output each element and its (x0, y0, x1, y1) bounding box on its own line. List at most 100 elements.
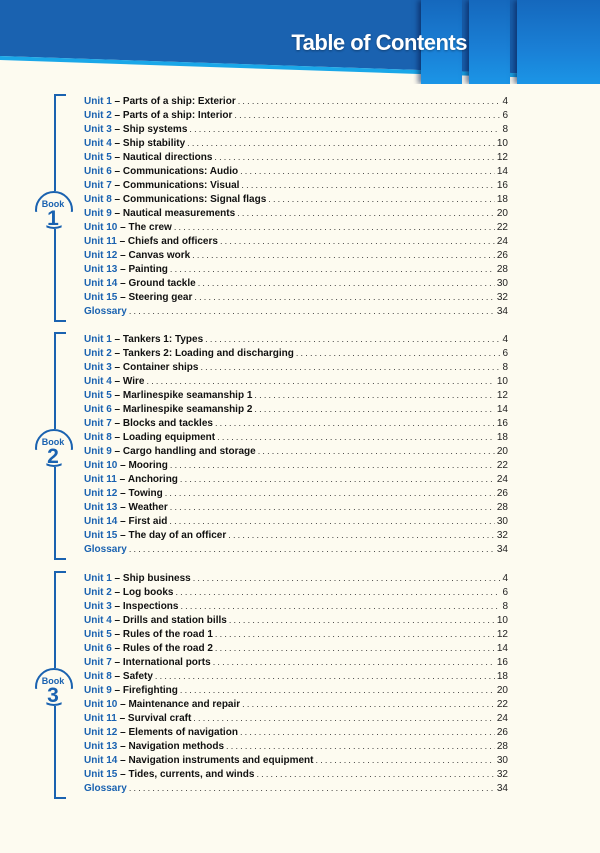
unit-label: Unit 5 (84, 390, 112, 401)
separator-dash: – (117, 516, 129, 527)
separator-dash: – (117, 699, 129, 710)
separator-dash: – (111, 334, 123, 345)
toc-entry[interactable]: Unit 11 – Survival craft................… (84, 711, 508, 725)
separator-dash: – (111, 643, 123, 654)
unit-label: Unit 5 (84, 152, 112, 163)
toc-entry[interactable]: Unit 7 – International ports............… (84, 655, 508, 669)
toc-entry[interactable]: Unit 3 – Inspections....................… (84, 599, 508, 613)
toc-entry[interactable]: Unit 7 – Communications: Visual.........… (84, 178, 508, 192)
separator-dash: – (117, 250, 129, 261)
unit-title: Anchoring (127, 474, 178, 485)
page-number: 34 (496, 783, 508, 794)
dot-leader: ........................................… (214, 152, 495, 162)
unit-label: Unit 6 (84, 643, 112, 654)
unit-title: Ship business (122, 573, 191, 584)
toc-entry[interactable]: Unit 10 – The crew......................… (84, 220, 508, 234)
page-number: 6 (502, 110, 508, 121)
unit-title: Loading equipment (122, 432, 216, 443)
unit-label: Unit 6 (84, 166, 112, 177)
toc-entry[interactable]: Unit 15 – The day of an officer.........… (84, 528, 508, 542)
toc-entry[interactable]: Unit 14 – Navigation instruments and equ… (84, 753, 508, 767)
toc-entry[interactable]: Unit 15 – Tides, currents, and winds....… (84, 767, 508, 781)
toc-entry[interactable]: Unit 12 – Towing........................… (84, 486, 508, 500)
unit-title: Maintenance and repair (128, 699, 241, 710)
page-number: 20 (496, 446, 508, 457)
toc-entry[interactable]: Unit 9 – Cargo handling and storage.....… (84, 444, 508, 458)
separator-dash: – (117, 741, 129, 752)
toc-entry[interactable]: Unit 4 – Drills and station bills.......… (84, 613, 508, 627)
unit-title: Communications: Signal flags (122, 194, 267, 205)
dot-leader: ........................................… (187, 138, 495, 148)
book-number: 3 (47, 684, 59, 707)
toc-entry[interactable]: Unit 9 – Firefighting...................… (84, 683, 508, 697)
toc-entry[interactable]: Unit 12 – Canvas work...................… (84, 248, 508, 262)
toc-entry[interactable]: Unit 13 – Weather.......................… (84, 500, 508, 514)
toc-entry[interactable]: Unit 8 – Safety.........................… (84, 669, 508, 683)
toc-entry[interactable]: Unit 11 – Chiefs and officers...........… (84, 234, 508, 248)
toc-entry[interactable]: Unit 4 – Wire...........................… (84, 374, 508, 388)
toc-entry[interactable]: Unit 12 – Elements of navigation........… (84, 725, 508, 739)
dot-leader: ........................................… (214, 643, 495, 653)
toc-entry[interactable]: Unit 14 – First aid.....................… (84, 514, 508, 528)
unit-label: Unit 11 (84, 474, 117, 485)
toc-entry[interactable]: Unit 8 – Loading equipment..............… (84, 430, 508, 444)
separator-dash: – (111, 194, 123, 205)
unit-label: Unit 12 (84, 727, 118, 738)
unit-title: Blocks and tackles (122, 418, 213, 429)
unit-label: Unit 9 (84, 208, 112, 219)
toc-entry[interactable]: Unit 8 – Communications: Signal flags...… (84, 192, 508, 206)
dot-leader: ........................................… (154, 671, 495, 681)
dot-leader: ........................................… (194, 292, 495, 302)
toc-entry[interactable]: Unit 11 – Anchoring.....................… (84, 472, 508, 486)
unit-label: Unit 10 (84, 222, 118, 233)
toc-entry[interactable]: Unit 15 – Steering gear.................… (84, 290, 508, 304)
toc-entry[interactable]: Unit 10 – Maintenance and repair........… (84, 697, 508, 711)
unit-label: Glossary (84, 783, 127, 794)
page-number: 16 (496, 418, 508, 429)
dot-leader: ........................................… (219, 236, 495, 246)
toc-entry[interactable]: Unit 7 – Blocks and tackles.............… (84, 416, 508, 430)
unit-title: Towing (128, 488, 163, 499)
toc-entry[interactable]: Glossary................................… (84, 304, 508, 318)
toc-entry[interactable]: Unit 3 – Container ships................… (84, 360, 508, 374)
toc-entry[interactable]: Unit 2 – Tankers 2: Loading and discharg… (84, 346, 508, 360)
toc-entry[interactable]: Unit 1 – Parts of a ship: Exterior......… (84, 94, 508, 108)
toc-entry[interactable]: Unit 5 – Rules of the road 1............… (84, 627, 508, 641)
dot-leader: ........................................… (146, 376, 495, 386)
page-number: 8 (502, 601, 508, 612)
toc-entry[interactable]: Glossary................................… (84, 542, 508, 556)
unit-label: Unit 3 (84, 124, 112, 135)
toc-entry[interactable]: Unit 6 – Rules of the road 2............… (84, 641, 508, 655)
toc-entry[interactable]: Unit 13 – Painting......................… (84, 262, 508, 276)
dot-leader: ........................................… (205, 334, 501, 344)
toc-entry[interactable]: Unit 3 – Ship systems...................… (84, 122, 508, 136)
dot-leader: ........................................… (169, 264, 495, 274)
toc-entry[interactable]: Unit 5 – Marlinespike seamanship 1......… (84, 388, 508, 402)
toc-entry[interactable]: Unit 13 – Navigation methods............… (84, 739, 508, 753)
toc-entry[interactable]: Unit 4 – Ship stability.................… (84, 136, 508, 150)
toc-entry[interactable]: Unit 2 – Log books......................… (84, 585, 508, 599)
page-number: 12 (496, 390, 508, 401)
toc-entry[interactable]: Unit 2 – Parts of a ship: Interior......… (84, 108, 508, 122)
page-number: 28 (496, 502, 508, 513)
toc-entry[interactable]: Unit 6 – Communications: Audio..........… (84, 164, 508, 178)
page-number: 34 (496, 306, 508, 317)
toc-entry[interactable]: Glossary................................… (84, 781, 508, 795)
page-number: 32 (496, 530, 508, 541)
unit-label: Unit 2 (84, 587, 112, 598)
toc-entry[interactable]: Unit 6 – Marlinespike seamanship 2......… (84, 402, 508, 416)
toc-entry[interactable]: Unit 9 – Nautical measurements..........… (84, 206, 508, 220)
toc-entry[interactable]: Unit 14 – Ground tackle.................… (84, 276, 508, 290)
dot-leader: ........................................… (315, 755, 495, 765)
unit-title: Elements of navigation (128, 727, 238, 738)
unit-label: Unit 4 (84, 376, 112, 387)
toc-entry[interactable]: Unit 1 – Ship business..................… (84, 571, 508, 585)
toc-entry[interactable]: Unit 5 – Nautical directions............… (84, 150, 508, 164)
unit-title: First aid (128, 516, 168, 527)
toc-entry[interactable]: Unit 1 – Tankers 1: Types...............… (84, 332, 508, 346)
page-number: 10 (496, 376, 508, 387)
unit-title: Cargo handling and storage (122, 446, 256, 457)
unit-title: Tides, currents, and winds (128, 769, 255, 780)
page-number: 18 (496, 194, 508, 205)
toc-entry[interactable]: Unit 10 – Mooring.......................… (84, 458, 508, 472)
